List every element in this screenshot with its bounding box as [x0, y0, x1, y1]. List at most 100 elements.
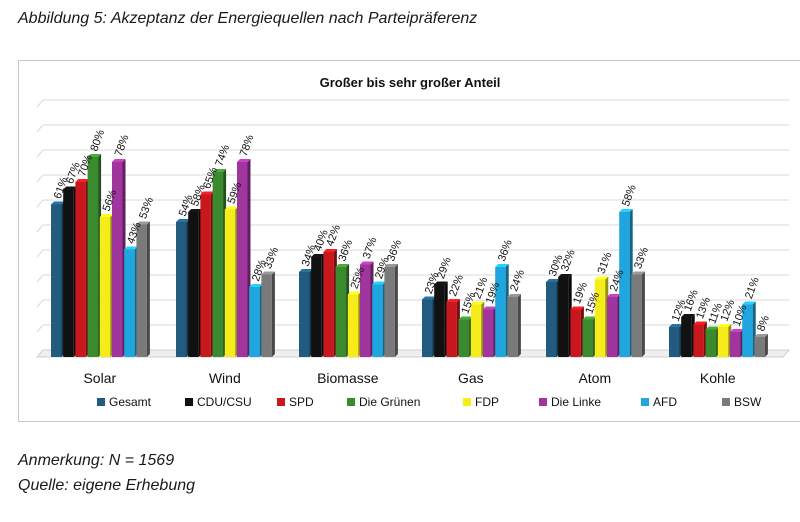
- bar: [63, 186, 77, 357]
- data-label: 22%: [447, 273, 466, 298]
- chart-title: Großer bis sehr großer Anteil: [319, 75, 501, 90]
- bar-front: [483, 309, 494, 357]
- gridline-edge: [36, 149, 44, 158]
- legend-item: Gesamt: [97, 395, 152, 409]
- data-label: 42%: [324, 223, 343, 248]
- bar-front: [507, 297, 518, 357]
- legend-swatch: [463, 398, 471, 406]
- bar-top: [75, 179, 89, 182]
- bar-top: [693, 321, 707, 325]
- bar: [299, 269, 313, 357]
- bar-front: [582, 319, 594, 357]
- bar: [335, 264, 350, 357]
- bar-front: [422, 299, 433, 357]
- data-label: 36%: [336, 238, 355, 263]
- bar-top: [335, 264, 350, 267]
- category-label: Solar: [83, 370, 116, 386]
- bar-top: [136, 221, 150, 225]
- data-label: 53%: [137, 196, 156, 221]
- data-label: 31%: [596, 251, 615, 276]
- bar-top: [483, 306, 497, 310]
- bar: [75, 179, 89, 357]
- bar: [422, 296, 436, 357]
- bar-top: [422, 296, 436, 300]
- gridlines: [36, 99, 789, 358]
- bar-top: [200, 191, 214, 195]
- bar-front: [360, 264, 371, 357]
- bar: [631, 271, 645, 357]
- bar-front: [136, 224, 147, 357]
- bar: [558, 274, 572, 357]
- bar-top: [669, 324, 683, 327]
- bar: [681, 314, 695, 357]
- bar-front: [607, 297, 618, 357]
- bar-top: [51, 201, 65, 205]
- bars: [51, 154, 768, 357]
- bar-top: [619, 209, 633, 212]
- bar-front: [570, 309, 581, 357]
- bar-side: [271, 271, 275, 357]
- bar-front: [176, 222, 187, 357]
- legend-label: Gesamt: [109, 395, 152, 409]
- gridline-edge: [36, 324, 44, 333]
- bar-front: [311, 257, 322, 357]
- data-label: 8%: [755, 314, 772, 333]
- bar-top: [347, 291, 362, 295]
- gridline-edge: [36, 299, 44, 308]
- bar-top: [261, 271, 275, 275]
- legend-item: AFD: [641, 395, 677, 409]
- bar: [99, 214, 114, 357]
- bar-front: [224, 209, 236, 357]
- bar-front: [717, 327, 729, 357]
- bar-top: [754, 334, 768, 337]
- bar-front: [200, 194, 211, 357]
- legend-swatch: [277, 398, 285, 406]
- bar-front: [124, 249, 135, 357]
- bar-top: [112, 159, 126, 162]
- bar-front: [372, 284, 383, 357]
- bar-front: [51, 204, 62, 357]
- bar-front: [75, 182, 86, 357]
- bar-top: [434, 281, 448, 285]
- bar-front: [99, 217, 111, 357]
- bar-side: [146, 221, 150, 357]
- bar-side: [517, 294, 521, 357]
- bar: [176, 219, 190, 357]
- bar-top: [384, 264, 398, 267]
- bar: [188, 209, 202, 357]
- bar: [594, 276, 609, 357]
- bar-chart: Solar Wind Biomasse Gas Atom Kohle 61%67%70%80…: [35, 99, 791, 409]
- legend-label: Die Grünen: [359, 395, 420, 409]
- bar-side: [394, 264, 398, 357]
- bar: [669, 324, 683, 357]
- legend-swatch: [185, 398, 193, 406]
- bar-front: [261, 274, 272, 357]
- bar-front: [619, 212, 630, 357]
- data-label: 21%: [743, 276, 762, 301]
- legend-item: BSW: [722, 395, 762, 409]
- category-label: Biomasse: [317, 370, 379, 386]
- bar: [87, 154, 102, 357]
- bar-top: [681, 314, 695, 317]
- bar-top: [507, 294, 521, 297]
- bar-top: [717, 324, 732, 327]
- bar-front: [299, 272, 310, 357]
- bar-front: [323, 252, 334, 357]
- bar-side: [764, 334, 768, 357]
- bar: [754, 334, 768, 357]
- bar-top: [188, 209, 202, 212]
- bar-top: [446, 299, 460, 302]
- legend-label: FDP: [475, 395, 499, 409]
- bar-front: [446, 302, 457, 357]
- bar-top: [212, 169, 227, 172]
- bar-top: [237, 159, 251, 162]
- bar-front: [458, 319, 470, 357]
- data-label: 37%: [361, 236, 380, 261]
- bar-front: [495, 267, 506, 357]
- bar-front: [705, 329, 717, 357]
- bar-top: [470, 301, 485, 305]
- figure-heading: Abbildung 5: Akzeptanz der Energiequelle…: [18, 10, 478, 27]
- bar-front: [631, 274, 642, 357]
- gridline-edge: [36, 249, 44, 258]
- data-label: 33%: [632, 246, 651, 271]
